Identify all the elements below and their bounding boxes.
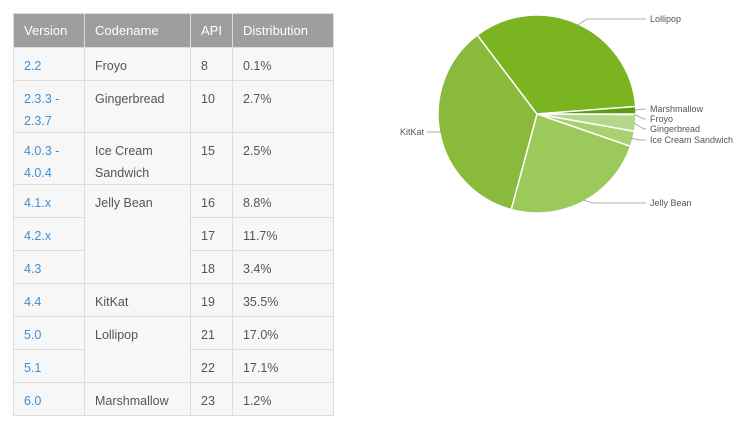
codename-cell: Marshmallow — [84, 382, 191, 416]
table-row: 4.1.x Jelly Bean 16 8.8% — [13, 184, 334, 284]
version-link[interactable]: 2.2 — [13, 47, 85, 81]
table-row: 5.1 22 17.1% — [13, 349, 334, 383]
leader-line — [576, 18, 646, 26]
version-link[interactable]: 5.0 — [13, 316, 85, 350]
table-row: 4.2.x 17 11.7% — [13, 217, 334, 251]
version-link[interactable]: 6.0 — [13, 382, 85, 416]
column-header: Codename — [84, 13, 191, 48]
codename-cell: KitKat — [84, 283, 191, 317]
slice-label: Ice Cream Sandwich — [650, 135, 733, 145]
version-link[interactable]: 4.4 — [13, 283, 85, 317]
distribution-table: Version Codename API Distribution 2.2 Froyo 8… — [13, 13, 334, 416]
table-row: 4.0.3 - 4.0.4 Ice Cream Sandwich 15 2.5% — [13, 132, 334, 185]
distribution-cell: 17.0% — [231, 316, 334, 350]
column-header: API — [190, 13, 233, 48]
distribution-cell: 11.7% — [231, 217, 334, 251]
api-cell: 18 — [190, 250, 233, 284]
pie-slice-kitkat — [437, 33, 538, 211]
leader-line — [633, 108, 646, 111]
api-cell: 8 — [190, 47, 233, 81]
distribution-cell: 17.1% — [231, 349, 334, 383]
version-link[interactable]: 4.3 — [13, 250, 85, 284]
table-row: 2.2 Froyo 8 0.1% — [13, 47, 334, 81]
api-cell: 23 — [190, 382, 233, 416]
pie-slice-jelly-bean — [510, 113, 632, 214]
slice-label: Froyo — [650, 114, 673, 124]
distribution-cell: 1.2% — [231, 382, 334, 416]
slice-label: KitKat — [400, 127, 425, 137]
api-cell: 19 — [190, 283, 233, 317]
api-cell: 10 — [190, 80, 233, 133]
version-link[interactable]: 4.2.x — [13, 217, 85, 251]
distribution-cell: 8.8% — [231, 184, 334, 218]
codename-cell: Gingerbread — [84, 80, 191, 133]
leader-line — [630, 138, 646, 141]
version-link[interactable]: 4.0.3 - 4.0.4 — [13, 132, 85, 185]
distribution-cell: 35.5% — [231, 283, 334, 317]
pie-slice-lollipop — [476, 14, 637, 115]
distribution-cell: 2.7% — [231, 80, 334, 133]
table-row: 2.3.3 - 2.3.7 Gingerbread 10 2.7% — [13, 80, 334, 133]
version-link[interactable]: 5.1 — [13, 349, 85, 383]
column-header: Version — [13, 13, 85, 48]
table-row: 5.0 Lollipop 21 17.0% — [13, 316, 334, 383]
api-cell: 17 — [190, 217, 233, 251]
api-cell: 16 — [190, 184, 233, 218]
codename-cell: Lollipop — [84, 316, 191, 383]
slice-label: Gingerbread — [650, 124, 700, 134]
leader-line — [633, 113, 646, 120]
codename-cell: Froyo — [84, 47, 191, 81]
codename-cell: Jelly Bean — [84, 184, 191, 284]
table-row: 6.0 Marshmallow 23 1.2% — [13, 382, 334, 416]
api-cell: 22 — [190, 349, 233, 383]
version-link[interactable]: 2.3.3 - 2.3.7 — [13, 80, 85, 133]
column-header: Distribution — [231, 13, 334, 48]
leader-line — [582, 199, 646, 204]
leader-line — [633, 122, 646, 130]
distribution-cell: 2.5% — [231, 132, 334, 185]
table-row: 4.3 18 3.4% — [13, 250, 334, 284]
slice-label: Jelly Bean — [650, 198, 692, 208]
version-link[interactable]: 4.1.x — [13, 184, 85, 218]
distribution-cell: 3.4% — [231, 250, 334, 284]
slice-label: Lollipop — [650, 14, 681, 24]
distribution-cell: 0.1% — [231, 47, 334, 81]
table-row: 4.4 KitKat 19 35.5% — [13, 283, 334, 317]
codename-cell: Ice Cream Sandwich — [84, 132, 191, 185]
slice-label: Marshmallow — [650, 104, 704, 114]
api-cell: 15 — [190, 132, 233, 185]
api-cell: 21 — [190, 316, 233, 350]
